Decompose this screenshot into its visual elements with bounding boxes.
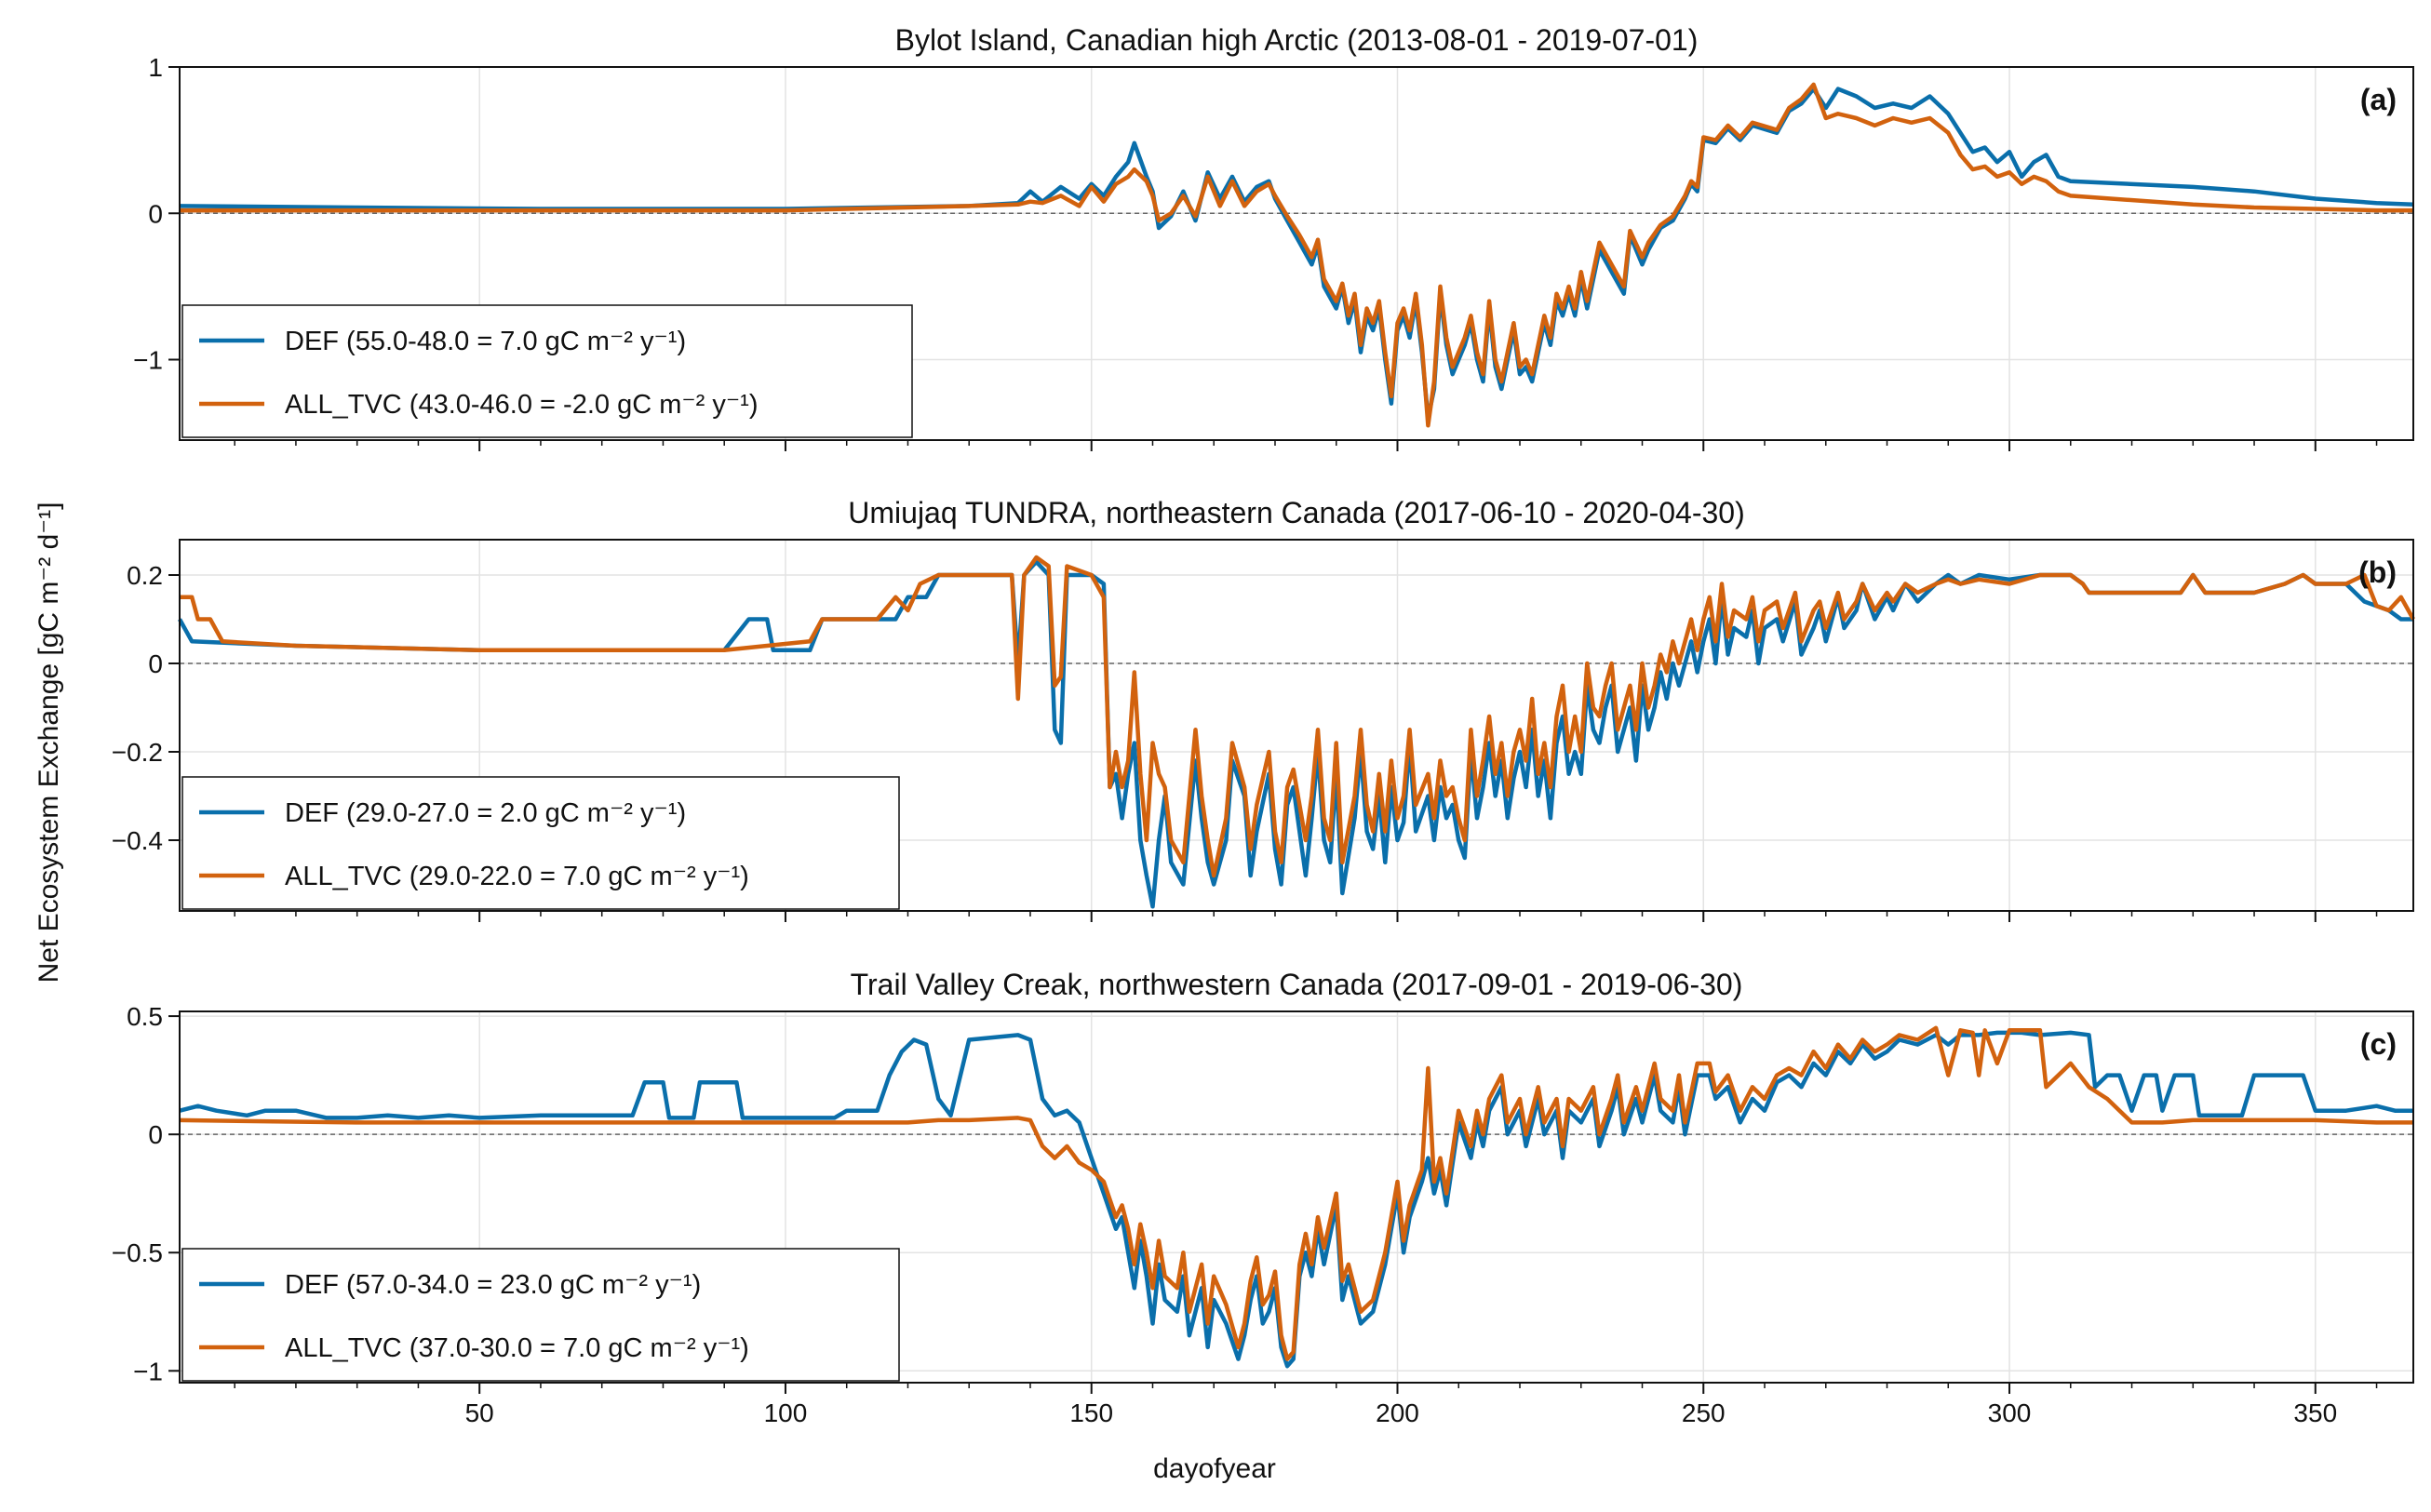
y-tick-label: 0 [148,649,163,678]
legend-label-all-tvc: ALL_TVC (37.0-30.0 = 7.0 gC m⁻² y⁻¹) [285,1333,749,1363]
panel-label: (b) [2358,555,2397,589]
panel-title: Umiujaq TUNDRA, northeastern Canada (201… [848,496,1744,529]
y-tick-label: −0.4 [112,826,163,855]
panel-label: (c) [2360,1027,2397,1061]
legend-label-all-tvc: ALL_TVC (29.0-22.0 = 7.0 gC m⁻² y⁻¹) [285,862,749,891]
y-axis-label: Net Ecosystem Exchange [gC m⁻² d⁻¹] [34,502,64,983]
legend-label-def: DEF (29.0-27.0 = 2.0 gC m⁻² y⁻¹) [285,798,686,828]
legend-label-all-tvc: ALL_TVC (43.0-46.0 = -2.0 gC m⁻² y⁻¹) [285,390,759,420]
legend-box [181,1248,900,1382]
panels: 1 0 −1 Bylot Island, Canadian high Arctic (… [112,23,2415,1427]
y-tick-label: 0.2 [127,561,163,590]
plot-frame [179,539,2414,912]
series-line-all-tvc [180,555,2415,878]
y-tick-label: 0.5 [127,1002,163,1031]
plot-frame [179,1010,2414,1384]
legend: DEF (55.0-48.0 = 7.0 gC m⁻² y⁻¹) ALL_TVC … [181,304,913,438]
panel-label: (a) [2360,83,2397,116]
panel-1: 1 0 −1 Bylot Island, Canadian high Arctic (… [133,23,2414,451]
y-tick-label: −0.5 [112,1238,163,1267]
y-tick-label: 0 [148,199,163,228]
y-tick-label: 0 [148,1120,163,1149]
x-tick-label: 350 [2293,1398,2337,1427]
x-tick-label: 250 [1682,1398,1726,1427]
x-axis-label: dayofyear [1153,1453,1276,1484]
series-line-all-tvc [180,82,2413,428]
legend-label-def: DEF (55.0-48.0 = 7.0 gC m⁻² y⁻¹) [285,327,686,356]
legend: DEF (57.0-34.0 = 23.0 gC m⁻² y⁻¹) ALL_TVC… [181,1248,900,1382]
y-tick-label: −0.2 [112,738,163,767]
x-tick-label: 100 [764,1398,808,1427]
x-tick-label: 50 [465,1398,494,1427]
plot-frame [179,66,2414,441]
panel-2: 0.2 0 −0.2 −0.4 Umiujaq TUNDRA, northeastern… [112,496,2415,922]
series-line-all-tvc [179,1025,2413,1361]
y-tick-label: −1 [133,346,163,375]
panel-title: Trail Valley Creak, northwestern Canada … [851,968,1743,1001]
panel-3: 50 100 150 200 250 300 350 0.5 0 −0.5 −1 Trail Vall… [112,968,2414,1427]
panel-title: Bylot Island, Canadian high Arctic (2013… [895,23,1699,57]
legend-box [181,776,900,910]
legend-box [181,304,913,438]
x-tick-label: 150 [1069,1398,1113,1427]
x-tick-label: 300 [1988,1398,2032,1427]
legend-label-def: DEF (57.0-34.0 = 23.0 gC m⁻² y⁻¹) [285,1270,701,1300]
y-tick-label: −1 [133,1357,163,1385]
legend: DEF (29.0-27.0 = 2.0 gC m⁻² y⁻¹) ALL_TVC … [181,776,900,910]
x-tick-label: 200 [1376,1398,1419,1427]
y-tick-label: 1 [148,53,163,82]
